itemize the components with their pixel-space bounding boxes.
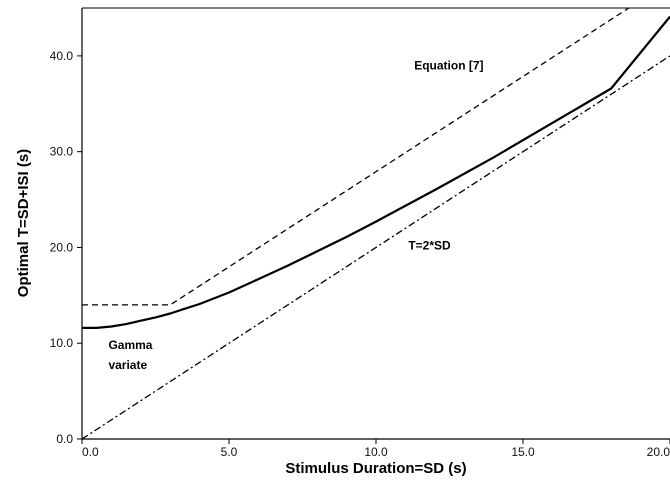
series-line-gamma [82, 15, 670, 329]
series-line-equation7 [82, 7, 630, 306]
x-tick-label: 10.0 [364, 445, 388, 459]
annotation-t2sd: T=2*SD [408, 238, 451, 252]
x-axis-title: Stimulus Duration=SD (s) [285, 460, 466, 477]
plot-area [82, 8, 670, 439]
y-axis-title: Optimal T=SD+ISI (s) [15, 149, 32, 297]
ticks: 0.0 5.0 10.0 15.0 20.0 0.0 10.0 20.0 30.0 40.0 [50, 49, 670, 459]
y-tick-label: 20.0 [50, 240, 74, 254]
series-line-t2sd [81, 55, 670, 440]
annotations-group: Equation [7] T=2*SD Gamma variate [108, 58, 483, 372]
y-tick-label: 40.0 [50, 49, 74, 63]
x-tick-label: 20.0 [647, 445, 670, 459]
series-group [81, 7, 670, 440]
annotation-eq7: Equation [7] [414, 58, 483, 72]
y-tick-label: 30.0 [50, 145, 74, 159]
annotation-gamma1: Gamma [108, 338, 152, 352]
y-tick-label: 10.0 [50, 336, 74, 350]
y-tick-label: 0.0 [56, 432, 73, 446]
x-tick-label: 15.0 [511, 445, 535, 459]
x-tick-label: 5.0 [221, 445, 238, 459]
annotation-gamma2: variate [108, 358, 147, 372]
x-tick-label: 0.0 [82, 445, 99, 459]
